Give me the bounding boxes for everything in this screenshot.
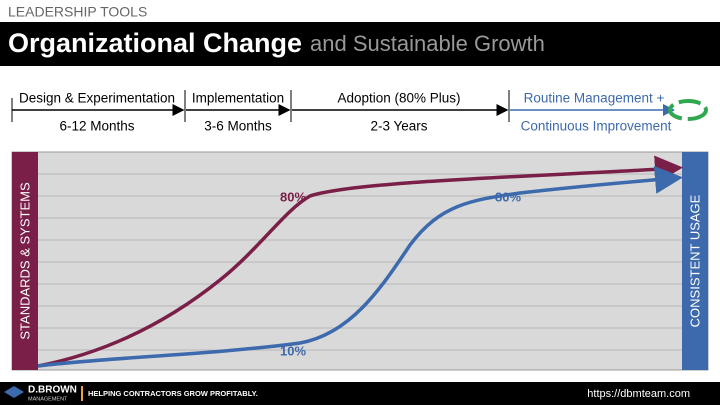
phase-label: Implementation: [192, 91, 284, 106]
title-band: [0, 22, 720, 66]
right-band: [682, 152, 708, 370]
phase-label: Design & Experimentation: [19, 91, 175, 106]
usage-curve: [37, 165, 683, 368]
curve-label: 10%: [280, 343, 306, 358]
phase-duration: 2-3 Years: [370, 119, 427, 134]
footer: [0, 382, 720, 405]
cycle-icon: [668, 99, 708, 121]
phase-duration: 6-12 Months: [59, 119, 134, 134]
tagline: HELPING CONTRACTORS GROW PROFITABLY.: [88, 389, 258, 398]
phase-duration: 3-6 Months: [204, 119, 272, 134]
grid: [38, 173, 682, 351]
title-sub: and Sustainable Growth: [310, 31, 545, 56]
brand-sub: MANAGEMENT: [28, 396, 68, 402]
final-phase-label: Routine Management +: [524, 91, 665, 106]
left-band: [12, 152, 38, 370]
logo-mark: [4, 386, 24, 398]
left-band-label: STANDARDS & SYSTEMS: [17, 182, 32, 340]
curve-label: 80%: [280, 189, 306, 204]
kicker: LEADERSHIP TOOLS: [8, 4, 147, 20]
title: Organizational Change and Sustainable Gro…: [8, 28, 545, 58]
url: https://dbmteam.com: [587, 388, 690, 400]
brand: D.BROWN: [28, 385, 77, 396]
curve-label: 80%: [495, 189, 521, 204]
final-phase-detail: Continuous Improvement: [521, 119, 672, 134]
phase-label: Adoption (80% Plus): [337, 91, 460, 106]
right-band-label: CONSISTENT USAGE: [687, 194, 702, 327]
title-main: Organizational Change: [8, 28, 302, 58]
standards-curve: [37, 155, 683, 368]
